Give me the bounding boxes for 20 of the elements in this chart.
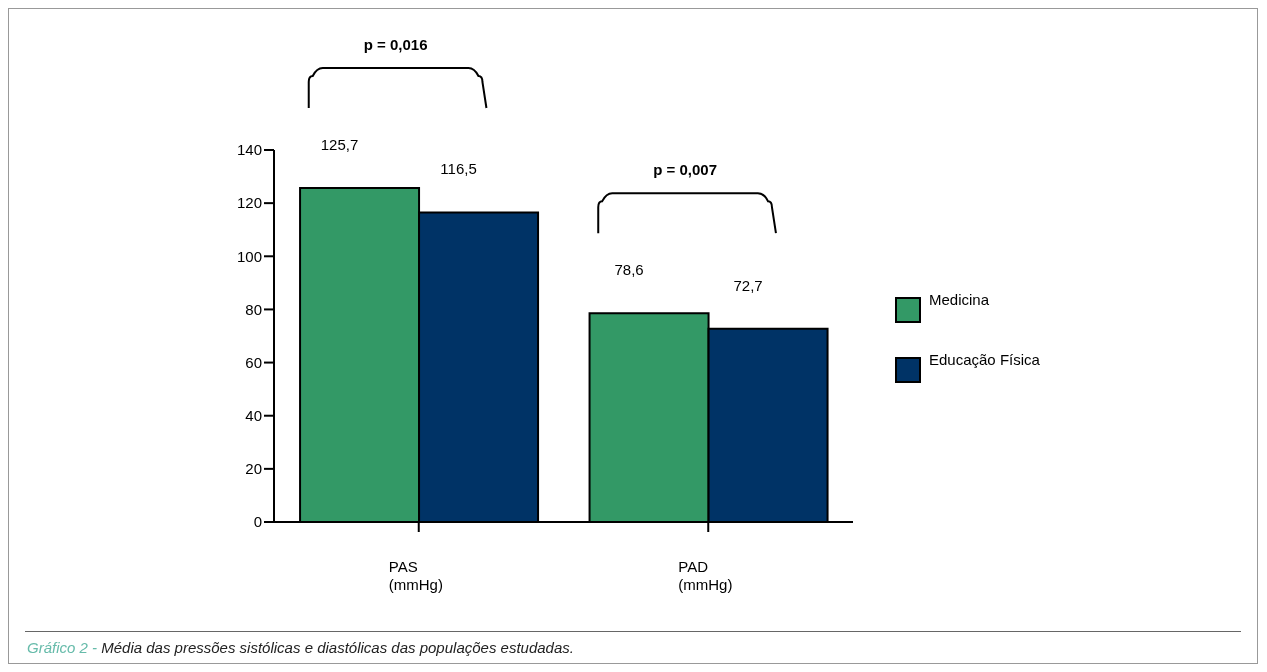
y-tick-label: 100 bbox=[236, 247, 262, 265]
data-label: 116,5 bbox=[440, 160, 477, 178]
x-tick-label: PAD (mmHg) bbox=[678, 558, 733, 593]
x-tick-label: PAS (mmHg) bbox=[388, 558, 443, 593]
y-tick-label: 0 bbox=[253, 513, 262, 531]
y-tick-label: 120 bbox=[236, 194, 262, 212]
y-tick-label: 60 bbox=[245, 353, 262, 371]
legend-label: Medicina bbox=[929, 291, 990, 308]
y-tick-label: 20 bbox=[245, 460, 262, 478]
legend-label: Educação Física bbox=[929, 351, 1040, 368]
data-label: 72,7 bbox=[733, 276, 763, 294]
data-label: 78,6 bbox=[614, 261, 644, 279]
y-tick-label: 140 bbox=[236, 141, 262, 159]
y-tick-label: 40 bbox=[245, 407, 262, 425]
text: p = 0,016 bbox=[363, 36, 428, 53]
y-tick-label: 80 bbox=[245, 300, 262, 318]
annotation: p = 0,007 bbox=[653, 161, 717, 179]
data-label: 125,7 bbox=[320, 136, 359, 153]
text: Gráfico 2 - bbox=[27, 639, 98, 656]
text: Média das pressões sistólicas e diastólicas das populações estudadas. bbox=[101, 639, 574, 656]
